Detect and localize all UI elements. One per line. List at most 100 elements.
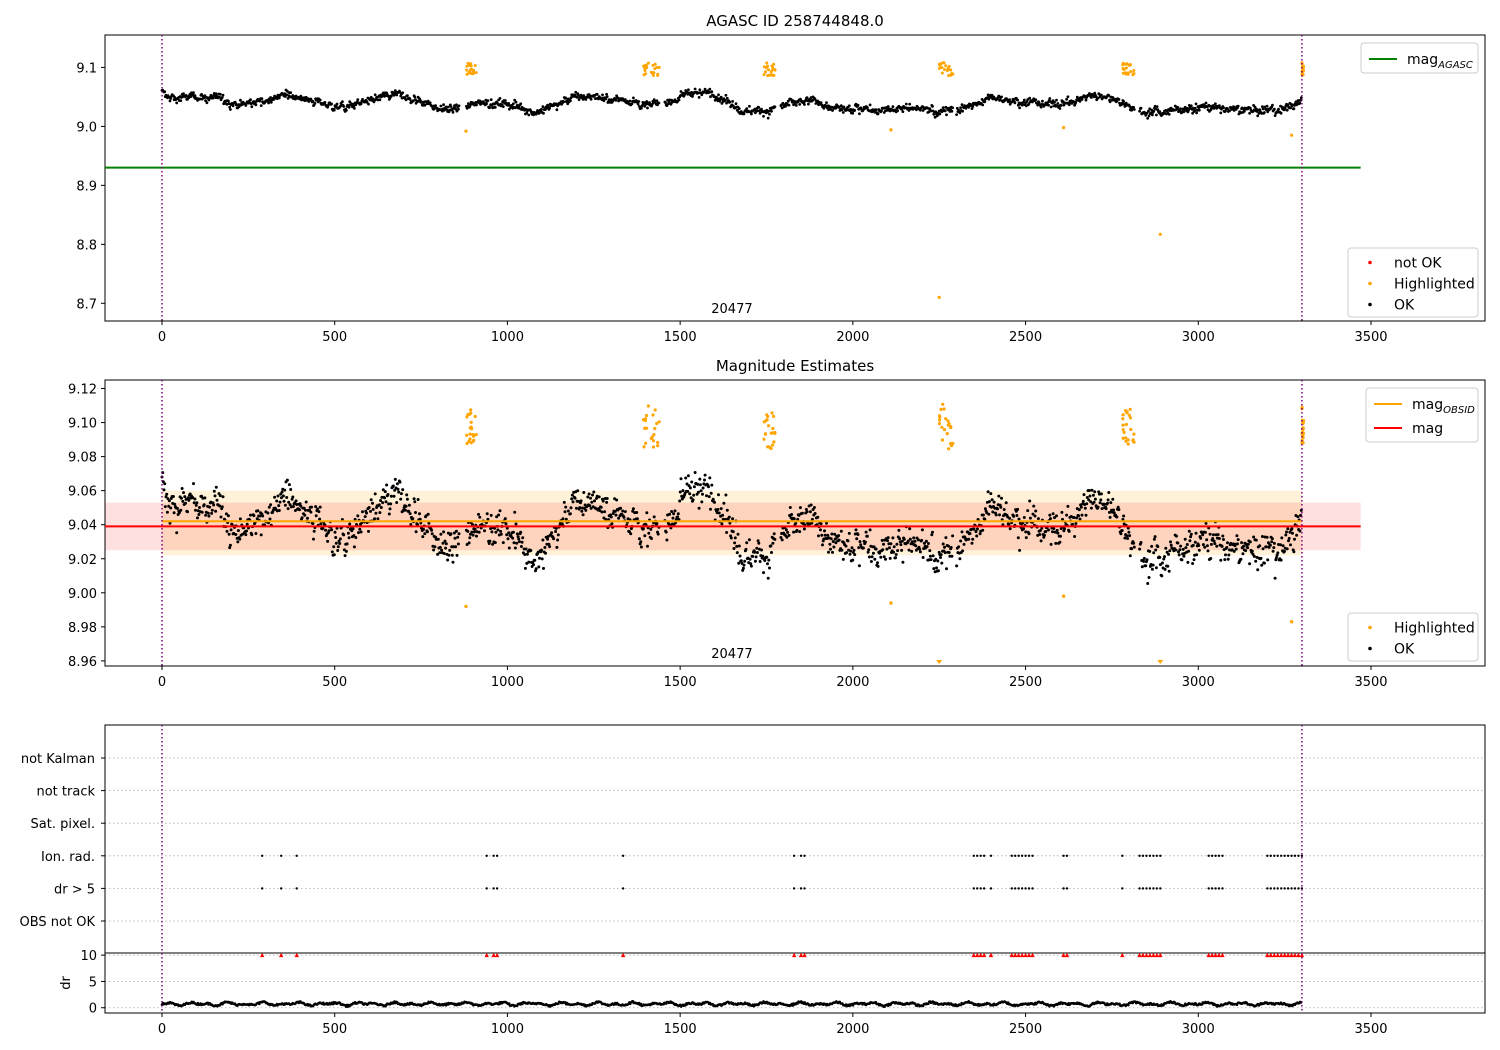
ok-point — [1098, 501, 1102, 505]
flag-point — [1152, 887, 1155, 890]
ok-point — [451, 560, 455, 564]
ok-point — [287, 483, 291, 487]
ok-point — [428, 101, 432, 105]
ok-point — [689, 496, 693, 500]
ok-point — [787, 103, 791, 107]
ok-point — [326, 539, 330, 543]
ok-point — [1084, 513, 1088, 517]
ok-point — [623, 98, 627, 101]
ok-point — [932, 567, 936, 571]
ok-point — [1116, 505, 1120, 509]
ok-point — [525, 552, 529, 556]
flag-point — [1014, 854, 1017, 857]
ok-point — [755, 546, 759, 550]
ok-point — [249, 98, 252, 102]
ok-point — [486, 517, 490, 521]
ok-point — [399, 492, 403, 496]
ok-point — [780, 538, 784, 542]
ok-point — [1217, 537, 1221, 540]
ok-point — [412, 497, 416, 501]
ok-point — [1149, 111, 1153, 115]
ok-point — [1033, 514, 1037, 518]
ok-point — [312, 537, 315, 541]
ok-point — [770, 551, 773, 554]
ok-point — [1000, 496, 1003, 500]
y-tick-label: 9.08 — [68, 451, 97, 466]
ok-point — [684, 476, 688, 480]
ok-point — [710, 90, 714, 93]
highlighted-point — [765, 61, 769, 65]
ok-point — [563, 510, 567, 514]
ok-point — [720, 522, 724, 526]
ok-point — [1034, 509, 1038, 513]
ok-point — [1174, 548, 1178, 552]
ok-point — [1266, 558, 1270, 562]
ok-point — [1187, 529, 1191, 533]
ok-point — [576, 489, 580, 493]
ok-point — [1226, 557, 1230, 561]
ok-point — [311, 522, 315, 525]
ok-point — [718, 99, 722, 103]
highlighted-outlier-point — [1290, 133, 1294, 137]
ok-point — [1026, 98, 1030, 101]
ok-point — [773, 537, 777, 541]
ok-point — [747, 538, 751, 542]
highlighted-point — [468, 432, 472, 436]
ok-point — [614, 513, 618, 517]
ok-point — [342, 105, 346, 108]
ok-point — [983, 507, 987, 511]
ok-point — [447, 553, 451, 557]
ok-point — [1055, 514, 1058, 518]
ok-point — [294, 499, 298, 503]
highlighted-point — [769, 431, 773, 435]
ok-point — [252, 514, 256, 518]
highlighted-point — [651, 445, 656, 449]
ok-point — [514, 100, 518, 104]
ok-point — [403, 508, 407, 512]
ok-point — [348, 522, 352, 526]
flag-point — [1273, 854, 1276, 857]
highlighted-point — [937, 414, 942, 418]
ok-point — [566, 509, 570, 513]
ok-point — [1219, 111, 1223, 115]
ok-point — [1145, 558, 1149, 562]
ok-point — [327, 529, 331, 533]
ok-point — [408, 98, 412, 101]
ok-point — [1140, 565, 1144, 569]
ok-point — [300, 516, 304, 520]
ok-point — [357, 531, 360, 535]
highlighted-point — [766, 64, 770, 68]
ok-point — [1108, 510, 1111, 514]
ok-point — [1034, 98, 1038, 102]
flag-point — [1024, 887, 1027, 890]
ok-point — [1268, 543, 1272, 547]
highlighted-point — [947, 447, 951, 451]
flag-point — [972, 854, 975, 857]
ok-point — [1256, 568, 1260, 572]
highlighted-point — [465, 441, 469, 446]
ok-point — [734, 102, 738, 106]
ok-point — [753, 550, 757, 554]
ok-point — [958, 111, 962, 115]
ok-point — [505, 533, 509, 537]
ok-point — [1260, 563, 1264, 567]
ok-point — [998, 513, 1001, 517]
ok-point — [330, 550, 334, 554]
ok-point — [1298, 529, 1302, 533]
flag-row-label: not Kalman — [21, 752, 95, 767]
highlighted-point — [655, 421, 659, 426]
ok-point — [259, 104, 263, 107]
ok-point — [1000, 95, 1003, 99]
ok-point — [1189, 535, 1193, 539]
ok-point — [413, 500, 417, 504]
ok-point — [163, 90, 167, 93]
ok-point — [996, 507, 999, 511]
ok-point — [504, 522, 508, 526]
ok-point — [646, 544, 649, 548]
ok-point — [800, 511, 804, 515]
flag-point — [621, 887, 625, 890]
ok-point — [1059, 104, 1063, 107]
ok-point — [1091, 493, 1095, 497]
ok-point — [326, 103, 330, 107]
ok-point — [1160, 561, 1164, 565]
